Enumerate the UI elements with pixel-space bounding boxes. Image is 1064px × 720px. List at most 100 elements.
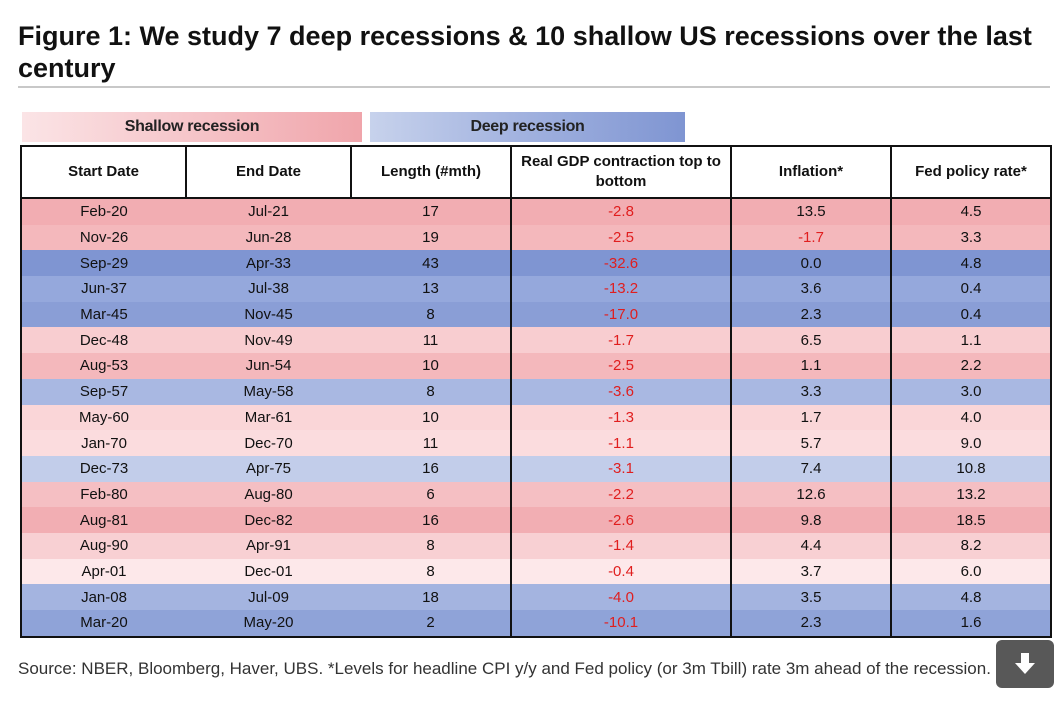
cell-gdp-contraction: -2.6 xyxy=(510,507,731,533)
cell-gdp-contraction: -1.4 xyxy=(510,532,731,559)
cell-start-date: May-60 xyxy=(20,404,186,431)
cell-start-date: Nov-26 xyxy=(20,224,186,251)
table-header-row: Start Date End Date Length (#mth) Real G… xyxy=(20,145,1052,199)
table-row: Aug-90 Apr-91 8 -1.4 4.4 8.2 xyxy=(20,532,1052,559)
table-row: Feb-20 Jul-21 17 -2.8 13.5 4.5 xyxy=(20,198,1052,225)
title-divider xyxy=(18,86,1050,88)
cell-start-date: Jan-70 xyxy=(20,430,186,456)
cell-inflation: 2.3 xyxy=(730,610,891,638)
cell-fed-policy-rate: 4.8 xyxy=(890,584,1052,610)
cell-length: 6 xyxy=(426,485,435,503)
cell-length: 18 xyxy=(422,588,439,606)
cell-inflation: 1.1 xyxy=(730,353,891,379)
cell-end-date: Jul-38 xyxy=(248,280,289,298)
cell-fed-policy-rate: 2.2 xyxy=(890,353,1052,379)
cell-inflation: 3.5 xyxy=(730,584,891,610)
cell-fed-policy-rate: 4.8 xyxy=(890,250,1052,277)
cell-end-date: Apr-33 xyxy=(245,254,292,272)
cell-fed-policy-rate: 13.2 xyxy=(890,481,1052,508)
cell-inflation: 5.7 xyxy=(730,430,891,456)
cell-gdp-contraction: -2.5 xyxy=(510,353,731,379)
cell-inflation: 3.3 xyxy=(730,378,891,405)
table-row: Jun-37 Jul-38 13 -13.2 3.6 0.4 xyxy=(20,276,1052,302)
cell-end-date: Mar-61 xyxy=(244,408,293,426)
cell-end-date: Nov-49 xyxy=(244,331,293,349)
cell-length: 43 xyxy=(422,254,439,272)
cell-end-date: Apr-91 xyxy=(245,537,292,555)
cell-start-date: Sep-29 xyxy=(20,250,186,277)
cell-length: 8 xyxy=(426,383,435,401)
cell-fed-policy-rate: 9.0 xyxy=(890,430,1052,456)
cell-fed-policy-rate: 8.2 xyxy=(890,532,1052,559)
table-row: Dec-48 Nov-49 11 -1.7 6.5 1.1 xyxy=(20,327,1052,354)
cell-inflation: 13.5 xyxy=(730,198,891,225)
cell-end-date: Jul-09 xyxy=(248,588,289,606)
cell-length: 13 xyxy=(422,280,439,298)
cell-inflation: 0.0 xyxy=(730,250,891,277)
cell-length: 16 xyxy=(422,460,439,478)
cell-end-date: Nov-45 xyxy=(244,306,293,324)
cell-start-date: Aug-53 xyxy=(20,353,186,379)
cell-end-date: Aug-80 xyxy=(244,485,293,503)
cell-end-date: Jun-54 xyxy=(245,357,292,375)
cell-start-date: Jan-08 xyxy=(20,584,186,610)
table-row: Sep-57 May-58 8 -3.6 3.3 3.0 xyxy=(20,378,1052,405)
table-row: Nov-26 Jun-28 19 -2.5 -1.7 3.3 xyxy=(20,224,1052,251)
cell-length: 11 xyxy=(422,434,439,452)
cell-inflation: -1.7 xyxy=(730,224,891,251)
download-button[interactable] xyxy=(996,640,1054,688)
cell-end-date: May-20 xyxy=(186,610,351,638)
cell-start-date: Feb-80 xyxy=(20,481,186,508)
legend-shallow-label: Shallow recession xyxy=(124,118,260,135)
cell-gdp-contraction: -17.0 xyxy=(510,301,731,328)
cell-gdp-contraction: -3.6 xyxy=(510,378,731,405)
source-note: Source: NBER, Bloomberg, Haver, UBS. *Le… xyxy=(18,659,991,678)
cell-end-date: Dec-01 xyxy=(244,562,293,580)
legend-deep-recession: Deep recession xyxy=(370,112,685,142)
cell-start-date: Feb-20 xyxy=(20,198,186,225)
cell-inflation: 3.6 xyxy=(730,276,891,302)
cell-gdp-contraction: -13.2 xyxy=(510,276,731,302)
table-row: Jan-70 Dec-70 11 -1.1 5.7 9.0 xyxy=(20,430,1052,456)
cell-inflation: 9.8 xyxy=(730,507,891,533)
header-start-date: Start Date xyxy=(20,145,187,199)
cell-gdp-contraction: -3.1 xyxy=(510,455,731,482)
cell-end-date: Apr-75 xyxy=(245,460,292,478)
cell-start-date: Sep-57 xyxy=(20,378,186,405)
cell-inflation: 12.6 xyxy=(730,481,891,508)
cell-fed-policy-rate: 4.5 xyxy=(890,198,1052,225)
table-row: Aug-53 Jun-54 10 -2.5 1.1 2.2 xyxy=(20,353,1052,379)
cell-start-date: Dec-48 xyxy=(20,327,186,354)
table-row: Dec-73 Apr-75 16 -3.1 7.4 10.8 xyxy=(20,455,1052,482)
header-gdp-contraction: Real GDP contraction top to bottom xyxy=(510,145,732,199)
download-arrow-icon xyxy=(1015,653,1035,674)
cell-length: 11 xyxy=(422,331,439,349)
cell-length: 8 xyxy=(426,306,435,324)
cell-gdp-contraction: -1.3 xyxy=(510,404,731,431)
cell-gdp-contraction: -10.1 xyxy=(510,610,731,638)
cell-inflation: 2.3 xyxy=(730,301,891,328)
cell-gdp-contraction: -32.6 xyxy=(510,250,731,277)
cell-start-date: Mar-45 xyxy=(20,301,186,328)
recessions-table: Start Date End Date Length (#mth) Real G… xyxy=(20,145,1052,638)
cell-end-date: May-58 xyxy=(243,383,294,401)
cell-start-date: Dec-73 xyxy=(20,455,186,482)
cell-start-date: Aug-90 xyxy=(20,532,186,559)
cell-fed-policy-rate: 0.4 xyxy=(890,276,1052,302)
cell-gdp-contraction: -1.1 xyxy=(510,430,731,456)
cell-end-date: Jul-21 xyxy=(248,203,289,221)
cell-fed-policy-rate: 1.1 xyxy=(890,327,1052,354)
cell-end-date: Dec-82 xyxy=(244,511,293,529)
table-body: Feb-20 Jul-21 17 -2.8 13.5 4.5 Nov-26 Jun-28 19 -… xyxy=(20,198,1052,638)
table-row: Apr-01 Dec-01 8 -0.4 3.7 6.0 xyxy=(20,558,1052,585)
cell-length: 8 xyxy=(426,537,435,555)
cell-inflation: 7.4 xyxy=(730,455,891,482)
legend-deep-label: Deep recession xyxy=(470,118,585,135)
cell-length: 17 xyxy=(422,203,439,221)
table-row: Mar-45 Nov-45 8 -17.0 2.3 0.4 xyxy=(20,301,1052,328)
cell-gdp-contraction: -2.8 xyxy=(510,198,731,225)
cell-fed-policy-rate: 6.0 xyxy=(890,558,1052,585)
cell-length: 10 xyxy=(422,408,439,426)
cell-gdp-contraction: -4.0 xyxy=(510,584,731,610)
cell-fed-policy-rate: 3.0 xyxy=(890,378,1052,405)
